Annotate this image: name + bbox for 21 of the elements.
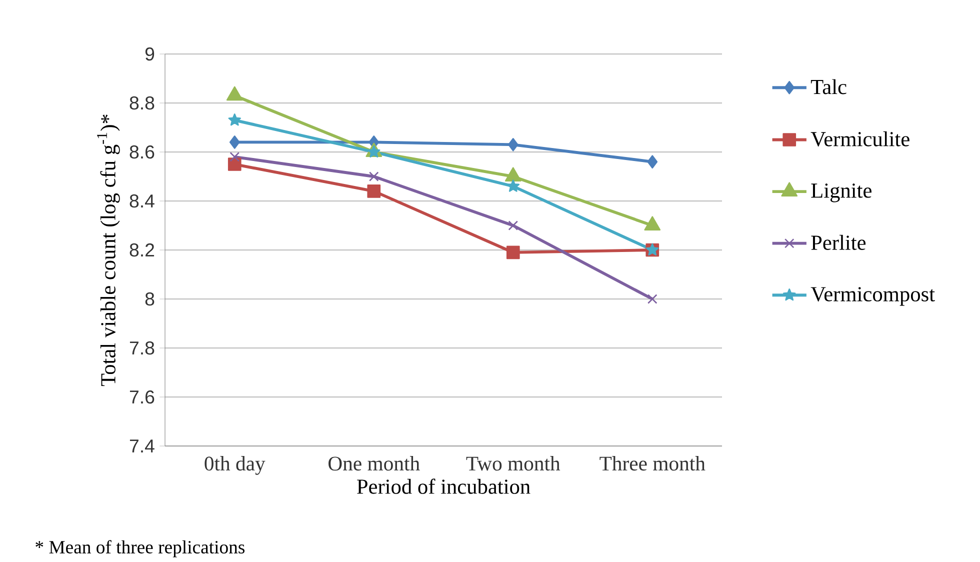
- legend-label: Perlite: [811, 234, 866, 250]
- x-tick-label: One month: [328, 456, 420, 471]
- y-tick-label: 8: [145, 292, 154, 306]
- y-tick-label: 7.8: [130, 341, 154, 355]
- y-tick-label: 7.4: [130, 440, 154, 452]
- legend-label: Talc: [810, 79, 846, 94]
- legend-label: Lignite: [811, 183, 872, 202]
- x-tick-label: Three month: [600, 456, 706, 471]
- y-axis-title: Total viable count (log cfu g$^{-1}$)*: [97, 114, 120, 386]
- y-tick-label: 9: [145, 47, 154, 61]
- y-tick-label: 8.4: [130, 194, 154, 208]
- x-tick-label: Two month: [466, 456, 560, 471]
- x-tick-label: 0th day: [204, 456, 266, 475]
- y-tick-label: 8.6: [130, 145, 154, 159]
- x-axis-title: Period of incubation: [357, 478, 530, 494]
- y-tick-label: 7.6: [130, 390, 154, 404]
- legend-label: Vermicompost: [810, 287, 935, 306]
- text: * Mean of three replications: [36, 540, 245, 558]
- y-tick-label: 8.8: [130, 96, 154, 110]
- y-tick-label: 8.2: [130, 243, 154, 257]
- legend-label: Vermiculite: [810, 131, 910, 146]
